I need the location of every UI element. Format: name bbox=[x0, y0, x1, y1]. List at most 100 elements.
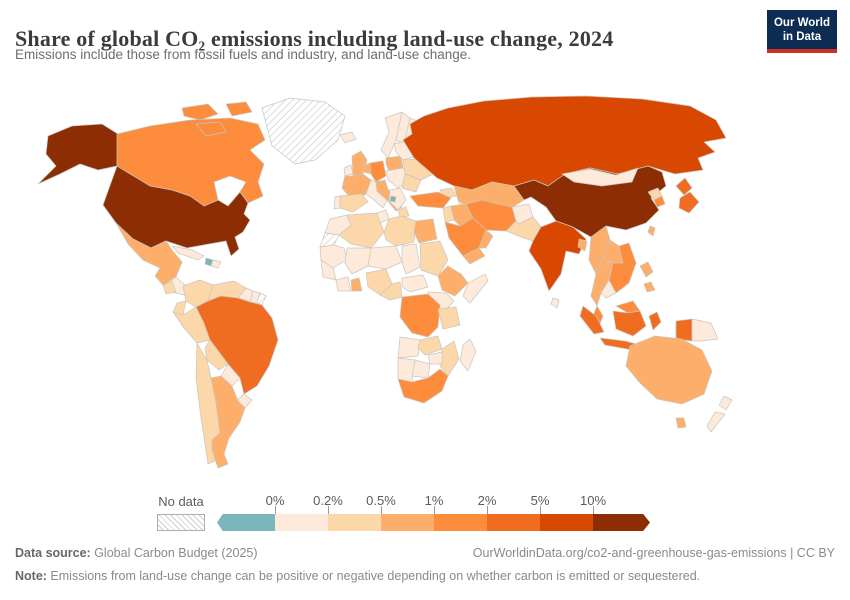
country-dr-congo[interactable] bbox=[399, 293, 441, 338]
country-alaska[interactable] bbox=[37, 123, 119, 185]
country-greenland[interactable] bbox=[261, 97, 346, 165]
country-romania-bulgaria[interactable] bbox=[401, 173, 422, 193]
country-canada-arctic-1[interactable] bbox=[181, 103, 219, 121]
country-yemen[interactable] bbox=[462, 247, 486, 265]
country-sudan[interactable] bbox=[419, 240, 449, 277]
legend-tick-line bbox=[328, 506, 329, 514]
legend-segment-05-1[interactable] bbox=[381, 514, 434, 531]
legend-tick-line bbox=[540, 506, 541, 514]
legend-segment-2-5[interactable] bbox=[487, 514, 540, 531]
legend-tick-label: 0.2% bbox=[313, 493, 343, 508]
country-namibia[interactable] bbox=[397, 357, 416, 383]
country-argentina[interactable] bbox=[210, 375, 246, 469]
country-zambia[interactable] bbox=[417, 335, 443, 356]
legend-tick-label: 0.5% bbox=[366, 493, 396, 508]
country-tanzania[interactable] bbox=[437, 306, 461, 330]
country-mali[interactable] bbox=[344, 247, 372, 275]
country-papua-new-guinea[interactable] bbox=[691, 318, 719, 342]
country-dominican-republic[interactable] bbox=[210, 259, 222, 269]
country-japan-north[interactable] bbox=[675, 177, 693, 196]
country-iceland[interactable] bbox=[339, 131, 357, 144]
footer: Data source: Global Carbon Budget (2025)… bbox=[15, 546, 835, 560]
country-new-zealand-north[interactable] bbox=[718, 395, 733, 411]
country-greece[interactable] bbox=[397, 206, 410, 218]
legend-tick-line bbox=[593, 506, 594, 514]
country-indonesia-sulawesi[interactable] bbox=[648, 311, 662, 331]
country-balkans[interactable] bbox=[388, 187, 407, 211]
legend-tick-label: 2% bbox=[477, 493, 497, 508]
legend-segment-1-2[interactable] bbox=[434, 514, 487, 531]
page-title: Share of global CO₂ emissions including … bbox=[15, 25, 614, 51]
country-germany[interactable] bbox=[369, 160, 387, 183]
legend-tick-label: 5% bbox=[530, 493, 550, 508]
country-taiwan[interactable] bbox=[647, 225, 656, 237]
country-malaysia-borneo[interactable] bbox=[615, 300, 641, 314]
country-chad[interactable] bbox=[401, 243, 421, 275]
country-india[interactable] bbox=[528, 220, 587, 292]
country-ireland[interactable] bbox=[343, 164, 354, 177]
country-canada-arctic-3[interactable] bbox=[195, 121, 227, 137]
legend-tick-line bbox=[275, 506, 276, 514]
legend-segment-02-05[interactable] bbox=[328, 514, 381, 531]
country-cameroon[interactable] bbox=[379, 281, 403, 301]
legend-segment-0-02[interactable] bbox=[275, 514, 328, 531]
country-portugal[interactable] bbox=[333, 195, 341, 210]
country-new-zealand-south[interactable] bbox=[706, 411, 726, 433]
country-indonesia-papua[interactable] bbox=[675, 318, 693, 342]
country-indonesia-sumatra[interactable] bbox=[579, 305, 605, 335]
country-cambodia[interactable] bbox=[600, 279, 617, 299]
page-subtitle: Emissions include those from fossil fuel… bbox=[15, 47, 471, 62]
legend-tick-label: 1% bbox=[424, 493, 444, 508]
country-south-korea[interactable] bbox=[653, 195, 666, 208]
owid-url-link[interactable]: OurWorldinData.org/co2-and-greenhouse-ga… bbox=[472, 546, 835, 560]
legend-segment-5-10[interactable] bbox=[540, 514, 593, 531]
country-china[interactable] bbox=[513, 165, 667, 238]
country-bangladesh[interactable] bbox=[577, 238, 588, 252]
country-egypt[interactable] bbox=[413, 218, 438, 244]
country-south-africa[interactable] bbox=[397, 368, 449, 404]
country-ghana[interactable] bbox=[350, 277, 363, 292]
country-botswana[interactable] bbox=[411, 359, 431, 379]
country-ethiopia[interactable] bbox=[437, 265, 469, 297]
country-madagascar[interactable] bbox=[459, 338, 477, 372]
country-guatemala[interactable] bbox=[162, 280, 177, 295]
country-central-african-republic[interactable] bbox=[401, 274, 429, 293]
country-japan-south[interactable] bbox=[678, 191, 700, 214]
country-somalia[interactable] bbox=[462, 273, 489, 304]
legend-tick-line bbox=[381, 506, 382, 514]
country-mozambique[interactable] bbox=[439, 340, 460, 377]
legend-tick-line bbox=[434, 506, 435, 514]
no-data-swatch[interactable] bbox=[157, 514, 205, 531]
country-oman[interactable] bbox=[478, 229, 494, 249]
world-choropleth-map bbox=[37, 95, 733, 469]
country-cuba[interactable] bbox=[171, 245, 205, 261]
country-philippines-south[interactable] bbox=[643, 281, 656, 293]
legend-segment-negative[interactable] bbox=[217, 514, 275, 531]
country-western-sahara[interactable] bbox=[319, 232, 340, 248]
country-brazil[interactable] bbox=[195, 295, 279, 395]
owid-logo[interactable]: Our World in Data bbox=[766, 10, 837, 53]
owid-logo-line1: Our World bbox=[773, 17, 830, 29]
legend-tick-line bbox=[487, 506, 488, 514]
country-bolivia[interactable] bbox=[204, 339, 229, 371]
owid-logo-line2: in Data bbox=[782, 31, 822, 44]
country-niger[interactable] bbox=[367, 245, 403, 270]
no-data-label: No data bbox=[158, 494, 204, 509]
country-turkey[interactable] bbox=[409, 191, 452, 209]
country-tasmania[interactable] bbox=[675, 417, 687, 429]
country-montenegro[interactable] bbox=[389, 195, 397, 203]
country-libya[interactable] bbox=[383, 215, 417, 247]
country-canada-arctic-2[interactable] bbox=[225, 101, 253, 117]
legend-color-bar bbox=[217, 514, 650, 531]
country-guinea-ivory-coast[interactable] bbox=[335, 276, 352, 292]
country-mongolia[interactable] bbox=[561, 167, 639, 187]
country-philippines-north[interactable] bbox=[639, 261, 654, 278]
country-australia[interactable] bbox=[625, 335, 713, 405]
legend-tick-label: 10% bbox=[579, 493, 607, 508]
legend-segment-10plus[interactable] bbox=[593, 514, 650, 531]
country-indonesia-borneo[interactable] bbox=[612, 310, 647, 337]
country-angola[interactable] bbox=[397, 336, 421, 359]
country-spain[interactable] bbox=[339, 193, 369, 213]
country-sri-lanka[interactable] bbox=[550, 297, 560, 309]
country-zimbabwe[interactable] bbox=[427, 351, 443, 365]
